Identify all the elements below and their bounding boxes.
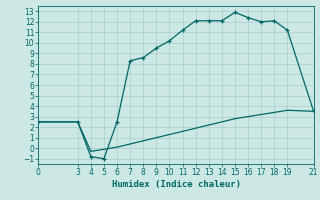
X-axis label: Humidex (Indice chaleur): Humidex (Indice chaleur) — [111, 180, 241, 189]
